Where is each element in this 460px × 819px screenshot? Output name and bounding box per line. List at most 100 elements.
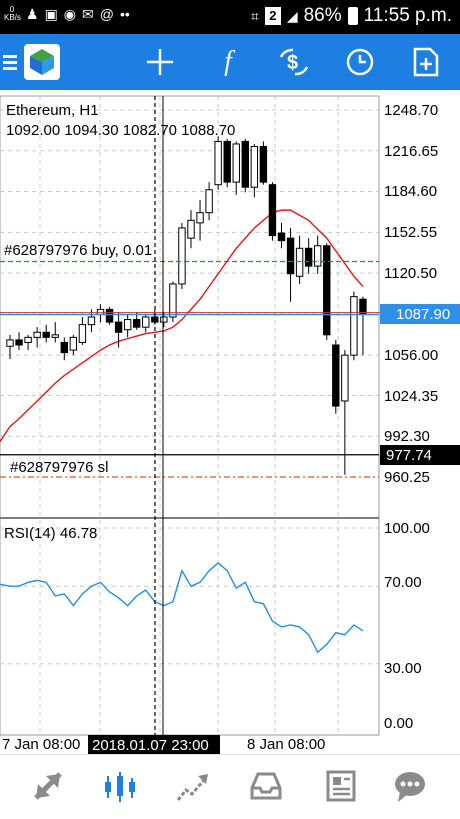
price-tick-label: 1152.55 bbox=[384, 224, 437, 241]
image-icon: ▣ bbox=[44, 6, 58, 22]
candle bbox=[259, 141, 268, 185]
menu-icon[interactable] bbox=[0, 34, 20, 90]
price-tick-label: 1216.65 bbox=[384, 143, 438, 160]
quotes-icon[interactable] bbox=[26, 761, 70, 811]
candle-body bbox=[24, 336, 32, 343]
rsi-level-label: 70.00 bbox=[384, 574, 422, 591]
rsi-series bbox=[0, 561, 364, 654]
chart-canvas[interactable]: 1248.70 1216.65 1184.60 1152.55 1120.50 … bbox=[0, 90, 460, 754]
candle-body bbox=[69, 336, 78, 351]
price-tick-label: 1024.35 bbox=[384, 388, 438, 405]
function-icon[interactable]: f bbox=[224, 46, 232, 77]
data-rate-indicator: 0 KB/s bbox=[4, 5, 21, 22]
candle-body bbox=[332, 344, 340, 407]
candle-body bbox=[96, 308, 105, 315]
clock-time: 11:55 p.m. bbox=[363, 5, 452, 26]
chat-icon[interactable] bbox=[388, 761, 432, 811]
candle-body bbox=[142, 316, 150, 328]
candle-body bbox=[187, 219, 195, 239]
rsi-indicator-label: RSI(14) 46.78 bbox=[4, 525, 97, 542]
news-icon[interactable] bbox=[318, 761, 362, 811]
battery-percent: 86% bbox=[303, 5, 342, 26]
candle bbox=[304, 238, 313, 274]
timeframe-clock-icon[interactable] bbox=[340, 34, 380, 90]
rsi-level-label: 0.00 bbox=[384, 715, 413, 732]
candle bbox=[196, 199, 204, 241]
rsi-level-label: 30.00 bbox=[384, 660, 422, 677]
candle-body bbox=[323, 245, 331, 336]
candle bbox=[142, 314, 150, 333]
candle bbox=[323, 243, 331, 340]
candle-body bbox=[214, 140, 222, 186]
email-icon: @ bbox=[99, 6, 114, 22]
time-tick-label: 7 Jan 08:00 bbox=[2, 736, 80, 753]
candle-body bbox=[6, 339, 14, 347]
candle-body bbox=[169, 283, 177, 318]
candle bbox=[250, 143, 259, 198]
symbol-timeframe-label: Ethereum, H1 bbox=[6, 102, 99, 119]
moving-average bbox=[0, 209, 364, 443]
data-rate-value: 0 bbox=[9, 5, 15, 14]
candle bbox=[15, 332, 23, 351]
top-toolbar: f $ bbox=[0, 34, 460, 90]
candle bbox=[295, 235, 304, 284]
camera-icon: ◉ bbox=[63, 6, 77, 22]
candle-body bbox=[133, 319, 141, 328]
svg-text:$: $ bbox=[287, 52, 298, 74]
candle bbox=[69, 334, 78, 356]
candle bbox=[114, 311, 123, 348]
candle-body bbox=[51, 334, 59, 338]
candle bbox=[187, 210, 195, 249]
candle bbox=[42, 324, 50, 343]
metatrader-logo-icon[interactable] bbox=[22, 34, 62, 90]
candle-body bbox=[15, 339, 23, 346]
current-price-tag: 1087.90 bbox=[380, 304, 460, 324]
candle-body bbox=[42, 331, 50, 338]
buy-order-label: #628797976 buy, 0.01 bbox=[4, 242, 152, 259]
candle-body bbox=[350, 296, 358, 356]
price-chart-frame bbox=[0, 95, 380, 519]
time-tick-label: 8 Jan 08:00 bbox=[247, 736, 325, 753]
candle-body bbox=[87, 316, 96, 326]
new-order-icon[interactable] bbox=[406, 34, 446, 90]
rsi-axis: 100.00 70.00 30.00 0.00 bbox=[384, 520, 430, 732]
price-tick-label: 1120.50 bbox=[384, 265, 437, 282]
chart-area[interactable]: 1248.70 1216.65 1184.60 1152.55 1120.50 … bbox=[0, 90, 460, 754]
candle bbox=[169, 281, 177, 323]
candle-body bbox=[223, 140, 231, 183]
candle-body bbox=[277, 232, 286, 242]
crosshair-icon[interactable] bbox=[140, 34, 180, 90]
candle-body bbox=[241, 140, 250, 188]
history-icon[interactable] bbox=[244, 761, 288, 811]
rsi-level-label: 100.00 bbox=[384, 520, 430, 537]
crosshair-time-label: 2018.01.07 23:00 bbox=[92, 737, 209, 754]
trade-icon[interactable] bbox=[170, 761, 214, 811]
candle bbox=[205, 182, 213, 221]
candle-body bbox=[160, 316, 168, 323]
person-icon: ♟ bbox=[26, 6, 39, 22]
candle-body bbox=[250, 146, 259, 188]
wifi-icon: ⌗ bbox=[250, 8, 259, 24]
dots-icon: •• bbox=[119, 6, 130, 22]
sim-slot-badge: 2 bbox=[264, 7, 281, 25]
crosshair-time-tag: 2018.01.07 23:00 bbox=[88, 735, 220, 754]
candle bbox=[350, 291, 358, 361]
candle bbox=[277, 222, 286, 249]
symbols-icon[interactable]: $ bbox=[274, 34, 314, 90]
status-bar: 0 KB/s ♟ ▣ ◉ ✉ @ •• ⌗ 2 ◢ 86% 11:55 p.m. bbox=[0, 0, 460, 34]
candle-body bbox=[123, 319, 132, 331]
crosshair-price-label: 977.74 bbox=[386, 447, 432, 464]
candle-body bbox=[114, 321, 123, 333]
indicator-frame bbox=[0, 517, 380, 736]
price-tick-label: 960.25 bbox=[384, 469, 430, 486]
candle-body bbox=[341, 354, 349, 402]
candle bbox=[232, 141, 240, 195]
candle-body bbox=[33, 331, 41, 338]
candle bbox=[6, 334, 14, 359]
price-tick-label: 1184.60 bbox=[384, 183, 437, 200]
candle bbox=[332, 339, 340, 414]
chart-icon[interactable] bbox=[98, 761, 142, 811]
candle bbox=[123, 314, 132, 338]
candle-body bbox=[105, 308, 114, 323]
data-rate-unit: KB/s bbox=[4, 13, 21, 22]
